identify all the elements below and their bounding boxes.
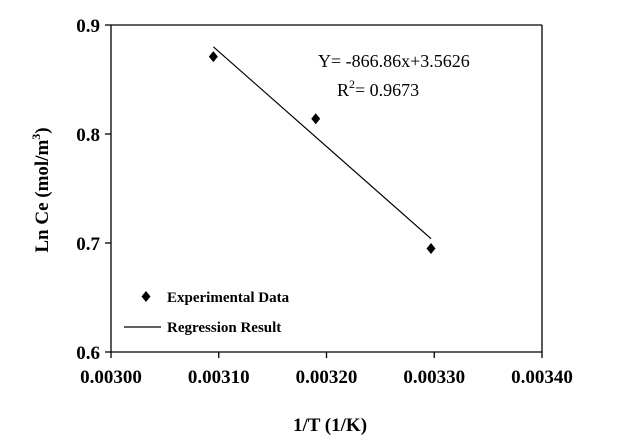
x-ticks: 0.00300 0.00310 0.00320 0.00330 0.00340 [80, 352, 573, 388]
y-tick-label: 0.9 [76, 16, 100, 37]
series-layer [208, 46, 436, 254]
y-axis-title: Ln Ce (mol/m3) [29, 127, 53, 252]
x-tick-label: 0.00320 [296, 367, 358, 388]
y-axis-title-superscript: 3 [29, 134, 43, 140]
legend: Experimental Data Regression Result [124, 290, 290, 336]
x-tick-label: 0.00340 [511, 367, 573, 388]
y-ticks: 0.6 0.7 0.8 0.9 [76, 16, 111, 364]
x-tick-label: 0.00330 [403, 367, 465, 388]
data-point [311, 113, 321, 125]
x-tick-label: 0.00310 [188, 367, 250, 388]
regression-line [212, 46, 432, 240]
r-squared-superscript: 2 [349, 77, 355, 91]
y-axis-title-suffix: ) [32, 127, 53, 133]
x-tick-label: 0.00300 [80, 367, 142, 388]
regression-annotation: Y= -866.86x+3.5626 R2= 0.9673 [318, 51, 470, 100]
legend-diamond-marker [141, 291, 151, 302]
y-tick-label: 0.8 [76, 125, 100, 146]
r-squared-value: = 0.9673 [355, 80, 419, 100]
y-tick-label: 0.6 [76, 343, 100, 364]
y-axis-title-main: Ln Ce (mol/m [32, 140, 53, 253]
x-axis-title: 1/T (1/K) [293, 415, 367, 436]
regression-equation: Y= -866.86x+3.5626 [318, 51, 470, 71]
r-squared-label: R2= 0.9673 [337, 77, 419, 100]
data-point [208, 51, 218, 63]
legend-label-regression: Regression Result [167, 320, 281, 336]
y-tick-label: 0.7 [76, 234, 100, 255]
legend-label-experimental: Experimental Data [167, 290, 290, 306]
r-squared-prefix: R [337, 80, 349, 100]
data-point [426, 242, 436, 254]
